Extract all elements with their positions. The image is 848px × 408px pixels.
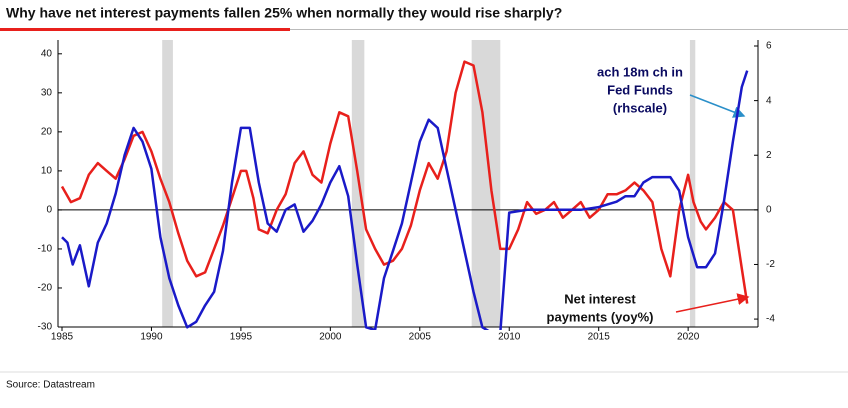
x-tick-label: 1985	[51, 332, 74, 343]
x-tick-label: 2000	[319, 332, 342, 343]
x-tick-label: 2005	[409, 332, 432, 343]
recession-band	[162, 40, 173, 327]
annotation: Net interest	[564, 291, 636, 306]
y2-tick-label: 6	[766, 41, 772, 52]
arrow	[675, 293, 750, 313]
y-tick-label: 0	[46, 205, 52, 216]
x-tick-label: 1995	[230, 332, 253, 343]
recession-band	[689, 40, 696, 327]
annotation: Fed Funds	[607, 82, 673, 97]
y2-tick-label: -4	[766, 314, 775, 325]
chart-title: Why have net interest payments fallen 25…	[6, 5, 562, 21]
series-line	[60, 60, 749, 304]
x-tick-label: 2010	[498, 332, 521, 343]
y-tick-label: -10	[38, 244, 53, 255]
y2-tick-label: 2	[766, 150, 772, 161]
arrow	[689, 94, 746, 118]
y-tick-label: 20	[41, 127, 53, 138]
source: Source: Datastream	[6, 380, 95, 391]
y2-tick-label: 0	[766, 204, 772, 215]
y-tick-label: -30	[38, 322, 53, 333]
y-tick-label: 40	[41, 48, 53, 59]
recession-band	[471, 40, 501, 327]
lines	[60, 60, 749, 330]
y-tick-label: 10	[41, 166, 53, 177]
y2-tick-label: 4	[766, 95, 772, 106]
annotation: payments (yoy%)	[547, 309, 654, 324]
annotation: (rhscale)	[613, 100, 667, 115]
y-tick-label: 30	[41, 87, 53, 98]
annotation: ach 18m ch in	[597, 64, 683, 79]
x-tick-label: 2015	[588, 332, 611, 343]
y-tick-label: -20	[38, 283, 53, 294]
y2-tick-label: -2	[766, 259, 775, 270]
title-underline	[0, 28, 290, 31]
series-line	[61, 70, 749, 330]
x-tick-label: 2020	[677, 332, 700, 343]
x-tick-label: 1990	[140, 332, 163, 343]
